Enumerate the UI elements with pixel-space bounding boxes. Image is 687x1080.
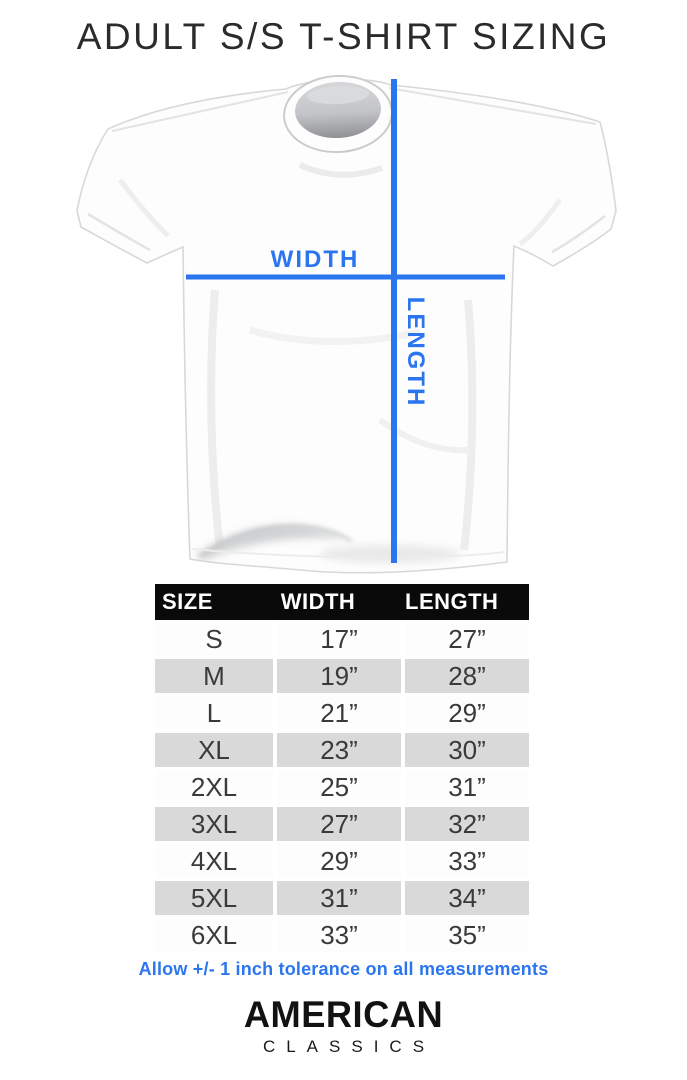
cell-length: 29” <box>405 696 529 730</box>
tshirt-body <box>76 78 617 574</box>
cell-width: 17” <box>277 622 401 656</box>
column-header-length: LENGTH <box>405 589 499 614</box>
cell-length: 31” <box>405 770 529 804</box>
column-header-size: SIZE <box>162 589 213 614</box>
brand-name-american: AMERICAN <box>243 994 444 1035</box>
cell-length: 32” <box>405 807 529 841</box>
cell-size: M <box>155 659 273 693</box>
cell-length: 27” <box>405 622 529 656</box>
tshirt-collar <box>283 74 393 154</box>
size-chart-body: S 17” 27” M 19” 28” L 21” 29” XL 23” 30”… <box>155 622 529 952</box>
cell-length: 35” <box>405 918 529 952</box>
length-label: LENGTH <box>402 297 429 408</box>
cell-size: L <box>155 696 273 730</box>
cell-size: 2XL <box>155 770 273 804</box>
cell-size: 5XL <box>155 881 273 915</box>
brand-name-classics: CLASSICS <box>262 1037 436 1056</box>
tshirt-seams <box>87 87 606 254</box>
cell-width: 19” <box>277 659 401 693</box>
size-chart-header: SIZE WIDTH LENGTH <box>155 584 529 620</box>
cell-length: 28” <box>405 659 529 693</box>
width-label: WIDTH <box>271 246 360 273</box>
size-chart-table: SIZE WIDTH LENGTH S 17” 27” M 19” 28” L … <box>155 584 529 952</box>
column-header-width: WIDTH <box>280 589 356 614</box>
cell-size: 4XL <box>155 844 273 878</box>
cell-width: 31” <box>277 881 401 915</box>
cell-width: 29” <box>277 844 401 878</box>
tolerance-note: Allow +/- 1 inch tolerance on all measur… <box>138 959 549 979</box>
tshirt-shading <box>118 162 562 563</box>
cell-length: 34” <box>405 881 529 915</box>
page-title: ADULT S/S T-SHIRT SIZING <box>76 16 611 57</box>
cell-size: 6XL <box>155 918 273 952</box>
cell-size: S <box>155 622 273 656</box>
cell-length: 30” <box>405 733 529 767</box>
cell-length: 33” <box>405 844 529 878</box>
cell-width: 23” <box>277 733 401 767</box>
cell-size: 3XL <box>155 807 273 841</box>
cell-width: 33” <box>277 918 401 952</box>
tshirt-measurement-diagram: WIDTH LENGTH <box>76 74 617 574</box>
cell-size: XL <box>155 733 273 767</box>
cell-width: 25” <box>277 770 401 804</box>
brand-logo: AMERICAN CLASSICS <box>0 994 687 1057</box>
cell-width: 21” <box>277 696 401 730</box>
cell-width: 27” <box>277 807 401 841</box>
